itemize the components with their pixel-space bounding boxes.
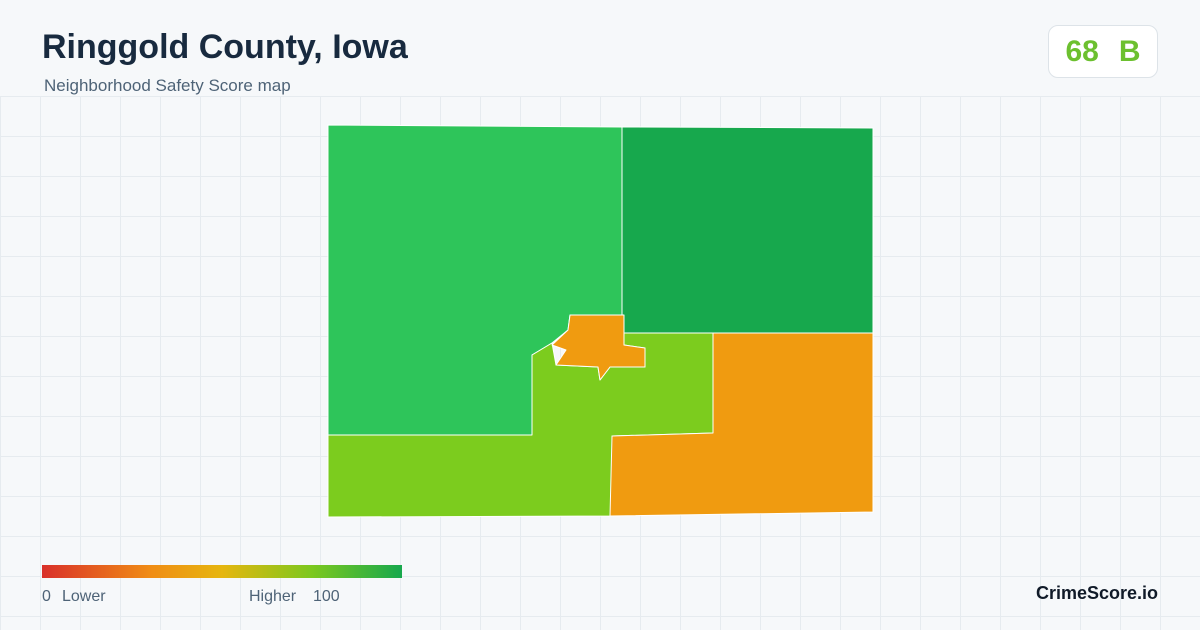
score: 68 [1065,34,1099,68]
subtitle: Neighborhood Safety Score map [44,76,291,95]
region [551,314,646,381]
score-badge: 68 B [1048,25,1158,78]
brand: CrimeScore.io [1035,583,1158,603]
legend-min: 0 [42,588,51,605]
legend-max: 100 [313,588,340,605]
grade: B [1118,34,1141,68]
legend-min-label: Lower [62,588,106,605]
region [609,332,874,517]
header [0,0,1200,97]
region [621,126,874,334]
title: Ringgold County, Iowa [42,28,408,66]
legend-gradient [42,565,402,578]
legend-max-label: Higher [249,588,297,605]
